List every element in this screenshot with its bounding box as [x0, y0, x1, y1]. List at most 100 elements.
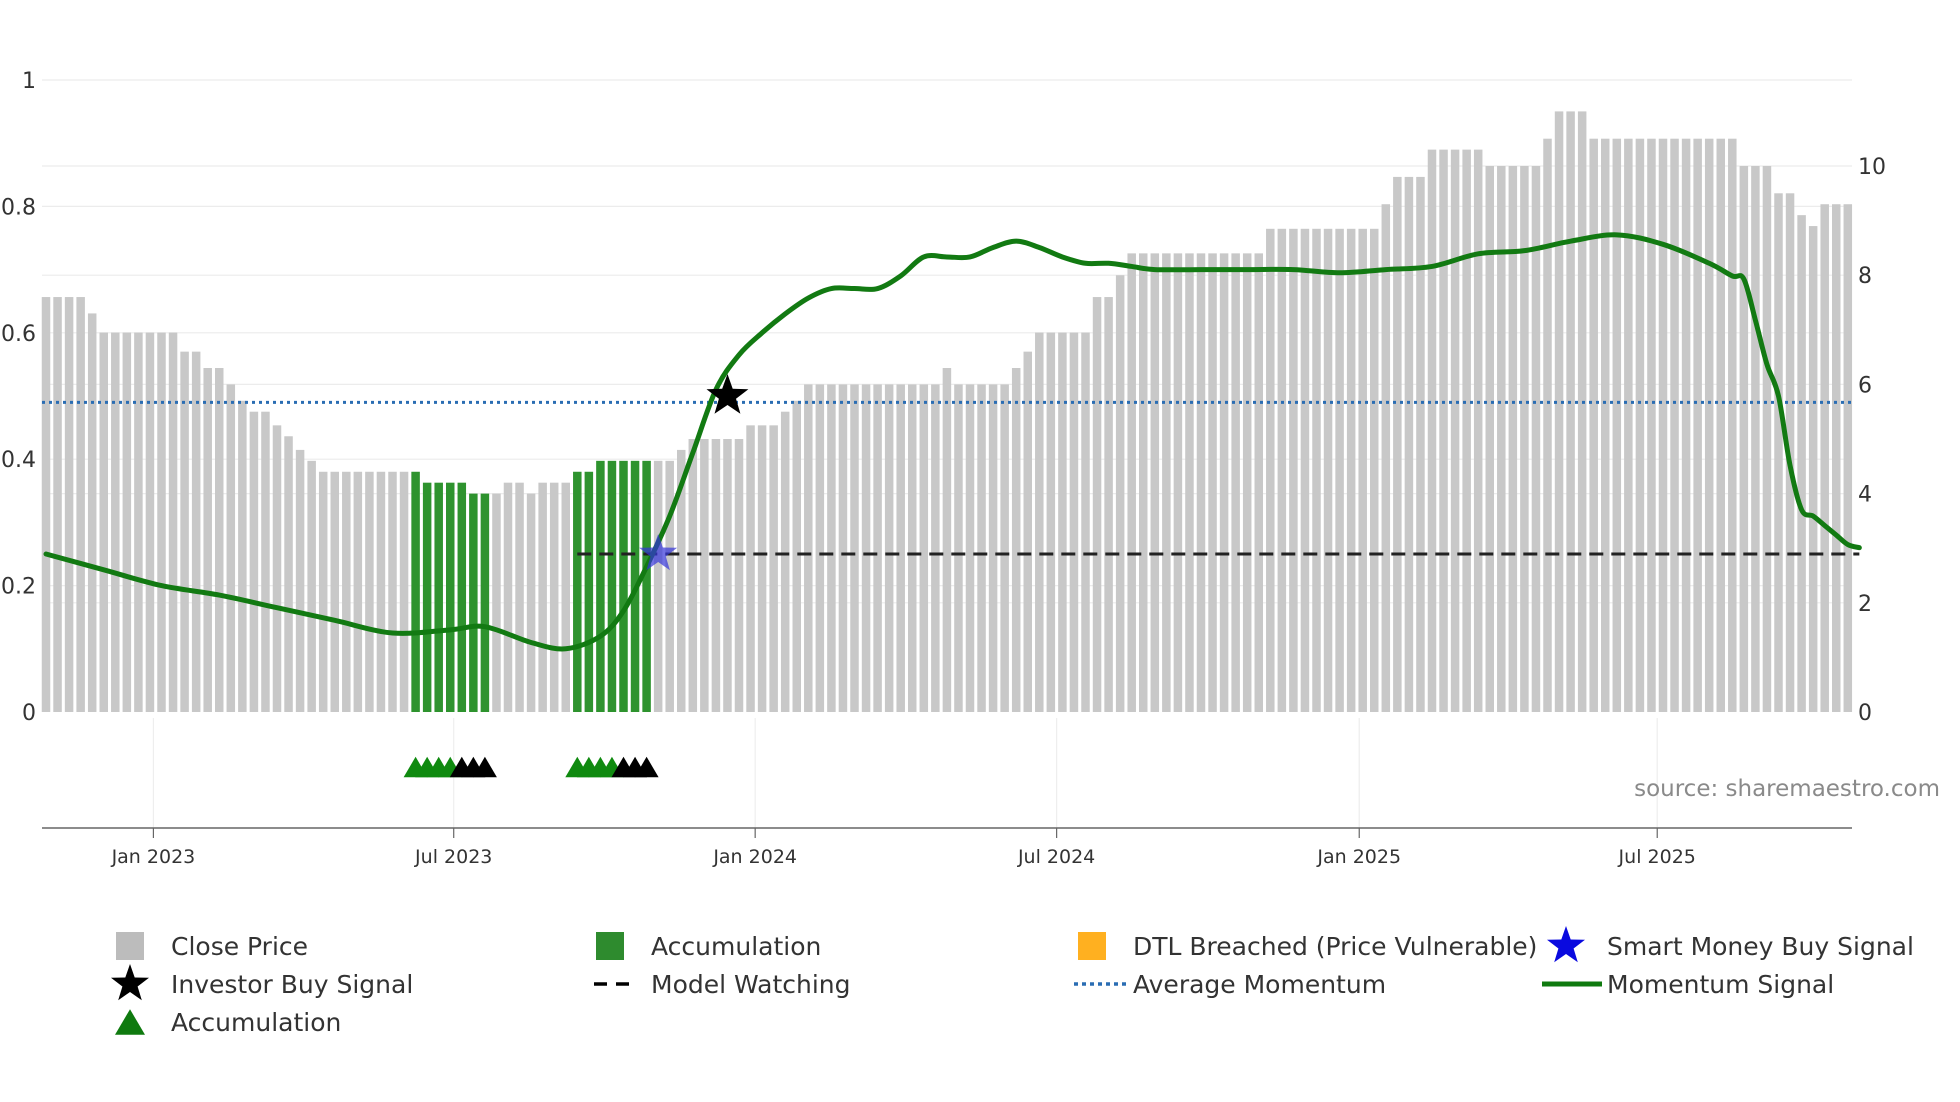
close-price-bar	[1011, 368, 1021, 712]
close-price-bar	[1774, 193, 1783, 713]
close-price-bar	[1820, 204, 1829, 712]
legend: Close Price Accumulation DTL Breached (Pri…	[111, 926, 1914, 1037]
close-price-bar	[1000, 384, 1009, 712]
accumulation-bar	[446, 482, 455, 712]
close-price-bar	[1797, 215, 1806, 712]
legend-label: Close Price	[171, 932, 308, 961]
close-price-bar	[746, 425, 755, 712]
close-price-bar	[711, 439, 721, 712]
close-price-bar	[1346, 228, 1356, 713]
close-price-bar	[988, 384, 998, 712]
accumulation-bar	[619, 460, 628, 712]
close-price-bar	[1277, 228, 1287, 713]
close-price-bar	[1450, 149, 1460, 712]
close-price-bar	[792, 400, 801, 712]
close-price-bar	[653, 460, 663, 712]
close-price-bar	[526, 493, 536, 712]
close-price-bar	[723, 439, 732, 712]
close-price-bar	[769, 425, 778, 712]
close-price-bar	[64, 297, 74, 712]
close-price-bar	[238, 400, 247, 712]
close-price-bar	[272, 425, 282, 712]
close-price-bar	[919, 384, 929, 712]
close-price-bar	[215, 368, 224, 712]
close-price-bar	[330, 471, 339, 712]
legend-label: Model Watching	[651, 970, 851, 999]
close-price-bar	[549, 482, 559, 712]
close-price-bar	[1115, 275, 1125, 712]
y-tick-label-left: 0.2	[1, 575, 36, 600]
close-price-bar	[757, 425, 767, 712]
close-price-bar	[1716, 138, 1725, 712]
accumulation-signal-marker	[472, 756, 497, 778]
signal-lines	[42, 232, 1862, 652]
legend-star-icon	[1547, 926, 1585, 963]
signal-markers	[403, 374, 749, 778]
close-price-bar	[1670, 138, 1679, 712]
close-price-bar	[1473, 149, 1483, 712]
legend-item-close-price: Close Price	[116, 932, 308, 961]
accumulation-bar	[411, 471, 420, 712]
close-price-bar	[503, 482, 513, 712]
close-price-bar	[1647, 138, 1656, 712]
close-price-bar	[284, 436, 293, 712]
accumulation-bar	[607, 460, 617, 712]
legend-item-model-watching: Model Watching	[594, 970, 851, 999]
legend-swatch	[1078, 932, 1106, 960]
y-tick-label-right: 0	[1858, 701, 1872, 726]
close-price-bar	[1404, 176, 1414, 713]
accumulation-bar	[469, 493, 478, 712]
close-price-bar	[1832, 204, 1841, 712]
close-price-bar	[1162, 253, 1171, 713]
close-price-bar	[1601, 138, 1610, 712]
source-label: source: sharemaestro.com	[1634, 776, 1940, 802]
legend-swatch	[596, 932, 624, 960]
close-price-bar	[1497, 166, 1506, 712]
close-price-bar	[954, 384, 963, 712]
legend-item-accumulation-marker: Accumulation	[115, 1008, 341, 1037]
close-price-bar	[399, 471, 409, 712]
y-tick-label-right: 4	[1858, 483, 1872, 508]
close-price-bar	[1531, 166, 1541, 712]
accumulation-bar	[642, 460, 651, 712]
y-tick-label-right: 2	[1858, 592, 1872, 617]
legend-label: Accumulation	[171, 1008, 341, 1037]
close-price-bar	[41, 297, 51, 712]
close-price-bar	[53, 297, 62, 712]
close-price-bar	[99, 332, 108, 712]
close-price-bar	[908, 384, 917, 712]
close-price-bar	[1728, 138, 1737, 712]
close-price-bar	[157, 332, 166, 712]
close-price-bar	[1566, 111, 1575, 712]
legend-item-momentum-signal: Momentum Signal	[1542, 970, 1834, 999]
close-price-bar	[1658, 138, 1668, 712]
close-price-bar	[249, 411, 259, 712]
legend-triangle-icon	[115, 1009, 145, 1035]
close-price-bar	[1739, 166, 1749, 712]
close-price-bar	[965, 384, 975, 712]
close-price-bar	[1046, 332, 1056, 712]
close-price-bar	[861, 384, 871, 712]
close-price-bar	[134, 332, 143, 712]
close-price-bar	[87, 313, 97, 712]
close-price-bar	[804, 384, 813, 712]
close-price-bar	[1196, 253, 1206, 713]
close-price-bar	[191, 351, 201, 712]
legend-label: DTL Breached (Price Vulnerable)	[1133, 932, 1537, 961]
accumulation-bar	[422, 482, 432, 712]
legend-swatch	[116, 932, 144, 960]
momentum-signal-line	[43, 232, 1862, 652]
close-price-bar	[1173, 253, 1183, 713]
close-price-bar	[1058, 332, 1067, 712]
close-price-bar	[1300, 228, 1310, 713]
close-price-bar	[376, 471, 386, 712]
close-price-bar	[1150, 253, 1160, 713]
accumulation-bar	[573, 471, 582, 712]
close-price-bar	[1693, 138, 1702, 712]
close-price-bar	[365, 471, 374, 712]
accumulation-bar	[596, 460, 605, 712]
close-price-bar	[1219, 253, 1229, 713]
close-price-bar	[1416, 176, 1425, 713]
legend-label: Average Momentum	[1133, 970, 1386, 999]
close-price-bar	[1358, 228, 1367, 713]
